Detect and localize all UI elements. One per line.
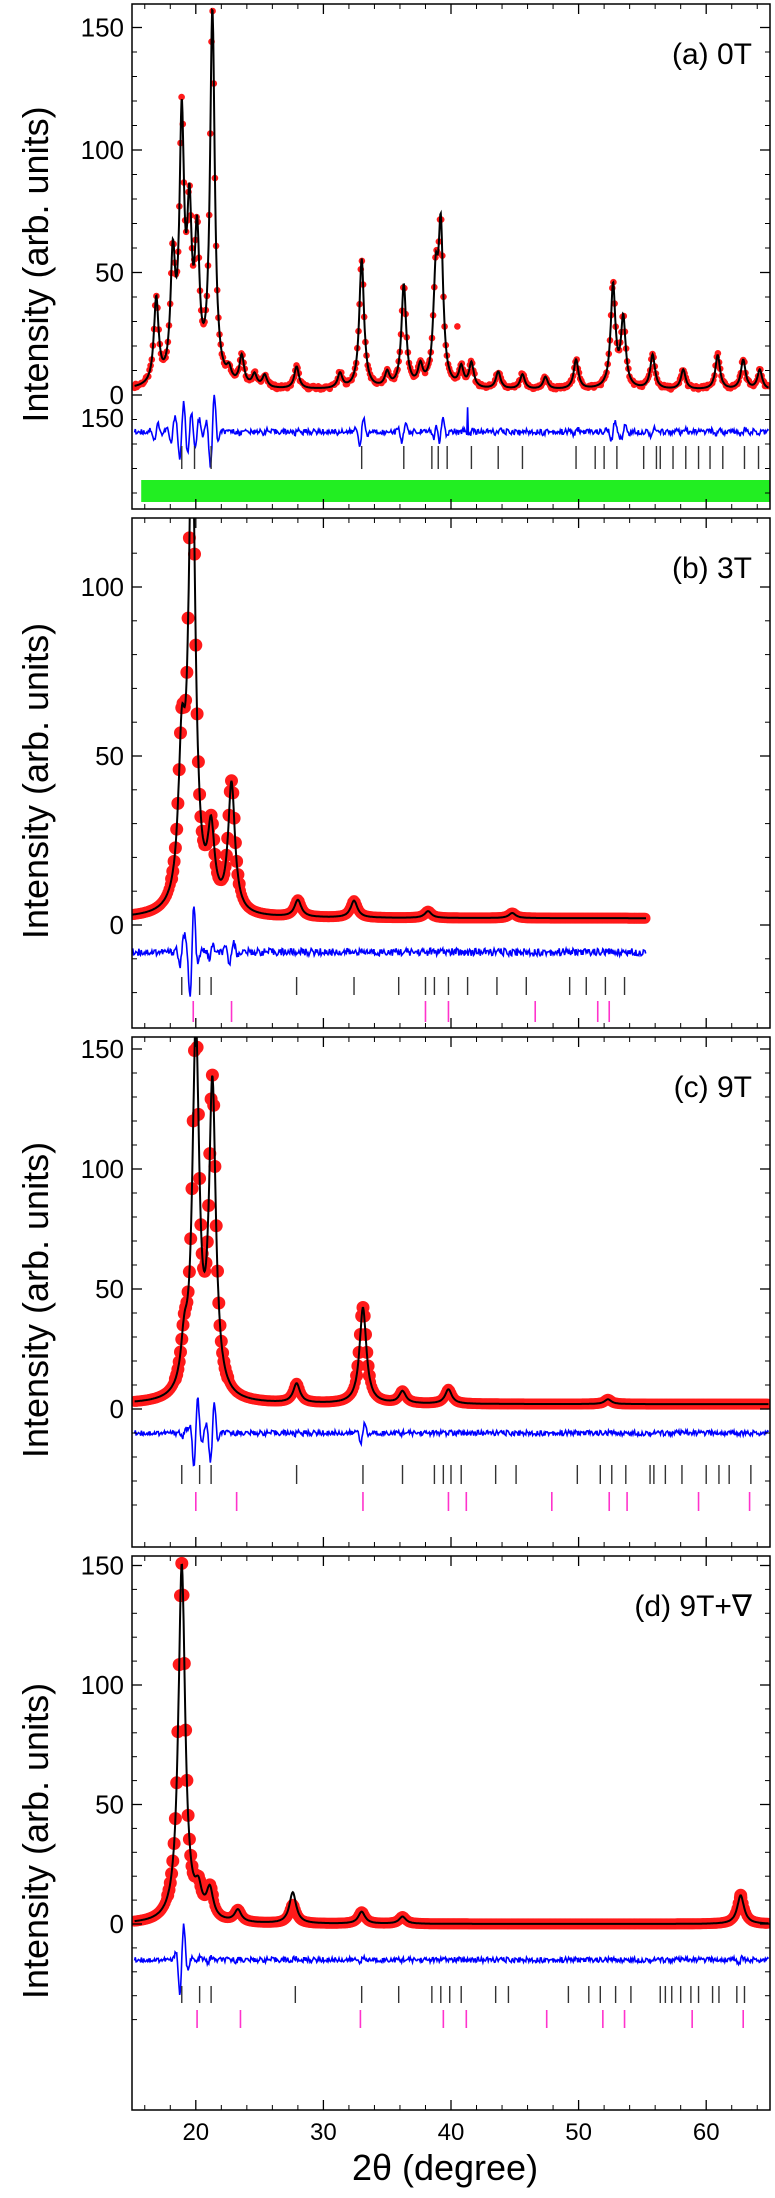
bragg-ticks-phase-1 (181, 446, 760, 469)
bragg-ticks-phase-2 (196, 2010, 745, 2028)
bragg-ticks-phase-1 (181, 1986, 746, 2003)
y-axis-ticks (132, 552, 770, 994)
observed-point (454, 323, 461, 330)
y-tick-label: 150 (81, 13, 124, 43)
panel-d: 20 30 40 50 60 0 50 100 150 Intensity (arb. units… (15, 1551, 771, 2146)
x-tick-label: 50 (565, 2119, 592, 2146)
difference-line (133, 1923, 770, 1996)
x-axis-title: 2θ (degree) (352, 2147, 538, 2188)
y-tick-label: 100 (81, 135, 124, 165)
y-tick-label: 0 (110, 1394, 124, 1424)
y-axis-title: Intensity (arb. units) (15, 1683, 56, 1999)
y-axis-ticks (132, 1048, 770, 1506)
y-tick-label: 150 (81, 1551, 124, 1581)
observed-point (205, 1068, 219, 1082)
y-axis-ticks (132, 26, 770, 494)
x-axis-ticks (144, 1037, 758, 1547)
calculated-line (134, 7, 769, 390)
x-tick-label: 30 (310, 2119, 337, 2146)
y-tick-label: 0 (110, 910, 124, 940)
y-axis-ticks (132, 1564, 770, 2021)
observed-point (714, 350, 722, 357)
difference-line (133, 394, 770, 468)
bragg-ticks-phase-1 (181, 1465, 752, 1484)
y-tick-label: 50 (95, 741, 124, 771)
panel-b: 0 50 100 150 Intensity (arb. units) (b) 3T (15, 403, 771, 1029)
y-tick-label: 50 (95, 1274, 124, 1304)
observed-point (178, 93, 185, 101)
y-tick-label: 100 (81, 1670, 124, 1700)
y-tick-label: 0 (110, 1909, 124, 1939)
x-tick-label: 60 (693, 2119, 720, 2146)
y-tick-label: 50 (95, 1790, 124, 1820)
x-axis-ticks (144, 518, 758, 1028)
panel-label: (b) 3T (672, 552, 752, 585)
y-axis-title: Intensity (arb. units) (15, 106, 56, 422)
panel-a: 0 50 100 150 Intensity (arb. units) (a) 0T (15, 3, 771, 510)
calculated-line (132, 518, 646, 920)
y-tick-label: 100 (81, 572, 124, 602)
bragg-ticks-phase-2 (195, 1492, 751, 1511)
bragg-ticks-phase-1 (181, 977, 626, 995)
panel-label: (c) 9T (674, 1071, 752, 1104)
observed-point (175, 1556, 189, 1570)
plot-frame (131, 1555, 771, 2111)
y-tick-label: 50 (95, 258, 124, 288)
x-tick-label: 40 (438, 2119, 465, 2146)
difference-line (133, 1397, 770, 1467)
y-tick-label: 0 (110, 380, 124, 410)
y-tick-label: 150 (81, 1034, 124, 1064)
bragg-ticks-phase-2 (141, 480, 770, 502)
observed-point (187, 453, 200, 466)
difference-line (132, 906, 647, 997)
bragg-ticks-phase-2 (192, 1001, 611, 1022)
panel-c: 0 50 100 150 Intensity (arb. units) (c) 9T (15, 1034, 771, 1548)
calculated-line (134, 1563, 769, 1925)
y-tick-label: 150 (81, 403, 124, 433)
x-tick-label: 20 (182, 2119, 209, 2146)
panel-label: (d) 9T+∇ (634, 1590, 753, 1623)
x-axis-ticks (144, 1556, 758, 2110)
y-axis-title: Intensity (arb. units) (15, 623, 56, 939)
y-tick-label: 100 (81, 1154, 124, 1184)
y-axis-title: Intensity (arb. units) (15, 1142, 56, 1458)
x-axis-ticks (144, 4, 758, 509)
calculated-line (134, 1037, 769, 1406)
panel-label: (a) 0T (672, 38, 752, 71)
